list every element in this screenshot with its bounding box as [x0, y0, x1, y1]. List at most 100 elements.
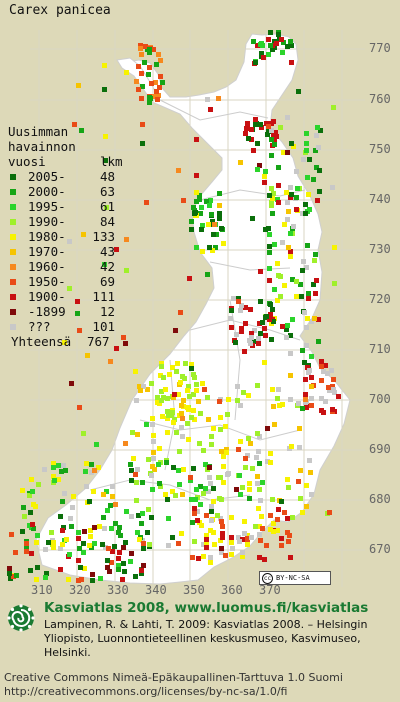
observation-square [209, 212, 214, 217]
observation-square [288, 185, 293, 190]
observation-square [307, 368, 312, 373]
observation-square [155, 97, 160, 102]
observation-square [259, 41, 264, 46]
observation-square [60, 542, 65, 547]
observation-square [128, 462, 133, 467]
observation-square [198, 484, 203, 489]
observation-square [323, 363, 328, 368]
observation-square [109, 526, 114, 531]
observation-square [219, 226, 224, 231]
observation-square [217, 203, 222, 208]
observation-square [209, 504, 214, 509]
observation-square [303, 211, 308, 216]
observation-square [319, 396, 324, 401]
observation-square [81, 232, 86, 237]
y-axis-label: 760 [369, 92, 391, 106]
observation-square [146, 457, 151, 462]
observation-square [134, 398, 139, 403]
legend-row: 1970- 43 [8, 244, 115, 259]
observation-square [175, 361, 180, 366]
y-axis-label: 770 [369, 41, 391, 55]
observation-square [56, 477, 61, 482]
observation-square [218, 516, 223, 521]
observation-square [251, 39, 256, 44]
cc-license-badge[interactable]: cc BY-NC-SA [259, 571, 331, 585]
legend-column-year: vuosi [8, 154, 46, 169]
observation-square [156, 52, 161, 57]
observation-square [58, 514, 63, 519]
observation-square [133, 472, 138, 477]
observation-square [288, 397, 293, 402]
observation-square [145, 530, 150, 535]
observation-square [248, 307, 253, 312]
observation-square [189, 415, 194, 420]
observation-square [149, 81, 154, 86]
footer: Kasviatlas 2008, www.luomus.fi/kasviatla… [0, 598, 400, 702]
observation-square [309, 384, 314, 389]
observation-square [231, 296, 236, 301]
observation-square [267, 193, 272, 198]
observation-square [304, 141, 309, 146]
observation-square [260, 526, 265, 531]
observation-square [92, 468, 97, 473]
observation-square [238, 439, 243, 444]
observation-square [151, 439, 156, 444]
observation-square [266, 129, 271, 134]
observation-square [167, 372, 172, 377]
observation-square [305, 316, 310, 321]
observation-square [34, 540, 39, 545]
observation-square [171, 395, 176, 400]
observation-square [46, 540, 51, 545]
observation-square [259, 514, 264, 519]
legend-row: 1960- 42 [8, 259, 115, 274]
observation-square [331, 105, 336, 110]
observation-square [124, 268, 129, 273]
observation-square [271, 119, 276, 124]
observation-square [203, 486, 208, 491]
observation-square [249, 137, 254, 142]
observation-square [7, 566, 12, 571]
observation-square [277, 403, 282, 408]
observation-square [245, 542, 250, 547]
observation-square [290, 515, 295, 520]
brand-title[interactable]: Kasviatlas 2008, www.luomus.fi/kasviatla… [44, 600, 369, 616]
observation-square [200, 381, 205, 386]
observation-square [312, 316, 317, 321]
observation-square [243, 305, 248, 310]
observation-square [226, 397, 231, 402]
observation-square [64, 537, 69, 542]
observation-square [151, 47, 156, 52]
observation-square [319, 408, 324, 413]
observation-square [76, 578, 81, 583]
observation-square [158, 74, 163, 79]
observation-square [247, 496, 252, 501]
legend-count: 133 [92, 229, 115, 244]
observation-square [223, 424, 228, 429]
y-axis-label: 750 [369, 142, 391, 156]
observation-square [285, 530, 290, 535]
observation-square [294, 279, 299, 284]
observation-square [264, 314, 269, 319]
legend-total: Yhteensä 767 [8, 334, 128, 349]
license-url[interactable]: http://creativecommons.org/licenses/by-n… [4, 685, 288, 698]
license-text: Creative Commons Nimeä-Epäkaupallinen-Ta… [4, 671, 399, 699]
legend-year: -1899 [28, 304, 66, 319]
observation-square [130, 430, 135, 435]
observation-square [286, 209, 291, 214]
observation-square [280, 402, 285, 407]
observation-square [76, 530, 81, 535]
observation-square [157, 85, 162, 90]
observation-square [255, 474, 260, 479]
observation-square [271, 191, 276, 196]
x-axis-label: 360 [221, 583, 243, 597]
observation-square [266, 226, 271, 231]
observation-square [51, 474, 56, 479]
observation-square [139, 571, 144, 576]
observation-square [192, 511, 197, 516]
observation-square [208, 107, 213, 112]
observation-square [188, 475, 193, 480]
observation-square [230, 546, 235, 551]
legend-row: 1990- 84 [8, 214, 115, 229]
observation-square [123, 441, 128, 446]
observation-square [267, 317, 272, 322]
